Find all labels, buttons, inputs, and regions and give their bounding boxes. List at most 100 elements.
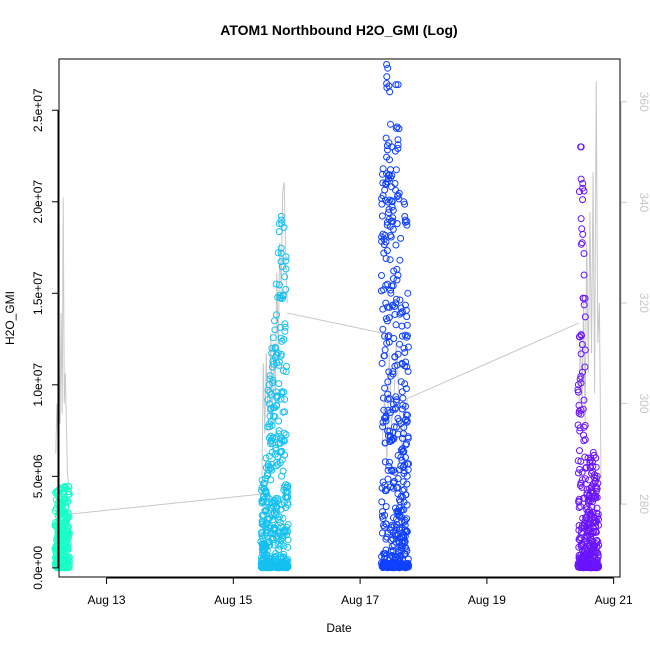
data-point [381,352,388,360]
data-point [404,433,412,441]
y-tick-label: 0.0e+00 [31,546,45,590]
data-point [398,322,406,330]
data-point [65,557,73,565]
data-point [404,563,412,571]
data-point [589,462,597,470]
secondary-line-connector [287,312,383,334]
data-point [65,513,73,521]
data-point [574,469,582,477]
data-point [403,321,411,329]
data-point [394,191,402,199]
data-point [276,542,284,550]
data-point [273,401,281,409]
data-point [396,296,404,304]
data-point [578,341,586,348]
data-point [402,358,410,366]
data-point [379,515,387,523]
data-point [282,368,290,376]
data-point [400,506,408,514]
data-point [391,180,399,187]
data-point [263,519,271,527]
data-point [269,434,277,442]
data-point [393,123,401,131]
data-point [271,524,278,532]
y-axis-label: H2O_GMI [3,291,17,345]
data-point [275,228,283,236]
data-point [275,417,283,425]
data-point [382,503,390,511]
data-point [261,479,269,487]
data-point [64,523,72,531]
data-point [259,511,267,519]
data-point [64,524,72,532]
data-point [594,538,602,546]
data-point [394,81,402,89]
data-point [384,64,392,72]
data-point [397,234,405,242]
data-point [575,401,583,409]
data-point [388,183,395,191]
x-tick-label: Aug 21 [595,593,633,607]
data-point [382,546,390,554]
data-point [272,507,280,515]
data-point [403,363,411,371]
x-tick-label: Aug 17 [341,593,379,607]
data-point [580,250,588,257]
data-point [398,445,406,453]
data-point [283,557,291,565]
data-point [385,215,393,223]
data-point [383,73,391,81]
data-point [385,332,393,340]
data-point [584,454,592,462]
data-point [277,249,285,257]
data-point [280,429,288,437]
data-point [403,527,410,535]
data-point [388,543,396,551]
data-point [393,423,400,431]
data-point [403,501,411,509]
data-point [580,301,588,309]
data-point [382,299,390,307]
data-point [392,166,400,174]
data-point [281,320,289,328]
data-point [385,338,393,346]
data-point [271,344,279,351]
data-point [284,536,292,544]
data-point [402,402,409,410]
data-point [387,233,395,241]
y-tick-label: 1.0e+07 [31,363,45,407]
data-point [582,463,590,471]
data-point [277,505,285,513]
data-point [399,447,407,455]
data-point [382,417,390,425]
data-point [385,368,393,376]
data-point [384,395,392,403]
data-point [279,467,287,475]
data-point [579,180,587,187]
data-point [595,563,602,570]
data-point [401,516,409,524]
data-point [65,483,73,491]
data-point [593,509,601,517]
data-point [394,145,402,152]
data-point [280,437,288,445]
data-point [587,534,594,541]
data-point [259,498,267,506]
data-point [268,511,276,519]
data-point [400,467,408,475]
data-point [280,336,288,343]
data-point [273,351,280,359]
data-point [387,547,395,555]
x-tick-label: Aug 15 [214,593,252,607]
data-point [580,271,588,279]
data-point [381,550,389,558]
data-point [404,555,412,563]
data-point [392,393,400,401]
data-point [578,476,586,484]
data-point [381,439,389,447]
data-point [283,362,290,370]
data-point [378,212,386,220]
data-point [278,220,286,227]
data-point [581,363,589,371]
